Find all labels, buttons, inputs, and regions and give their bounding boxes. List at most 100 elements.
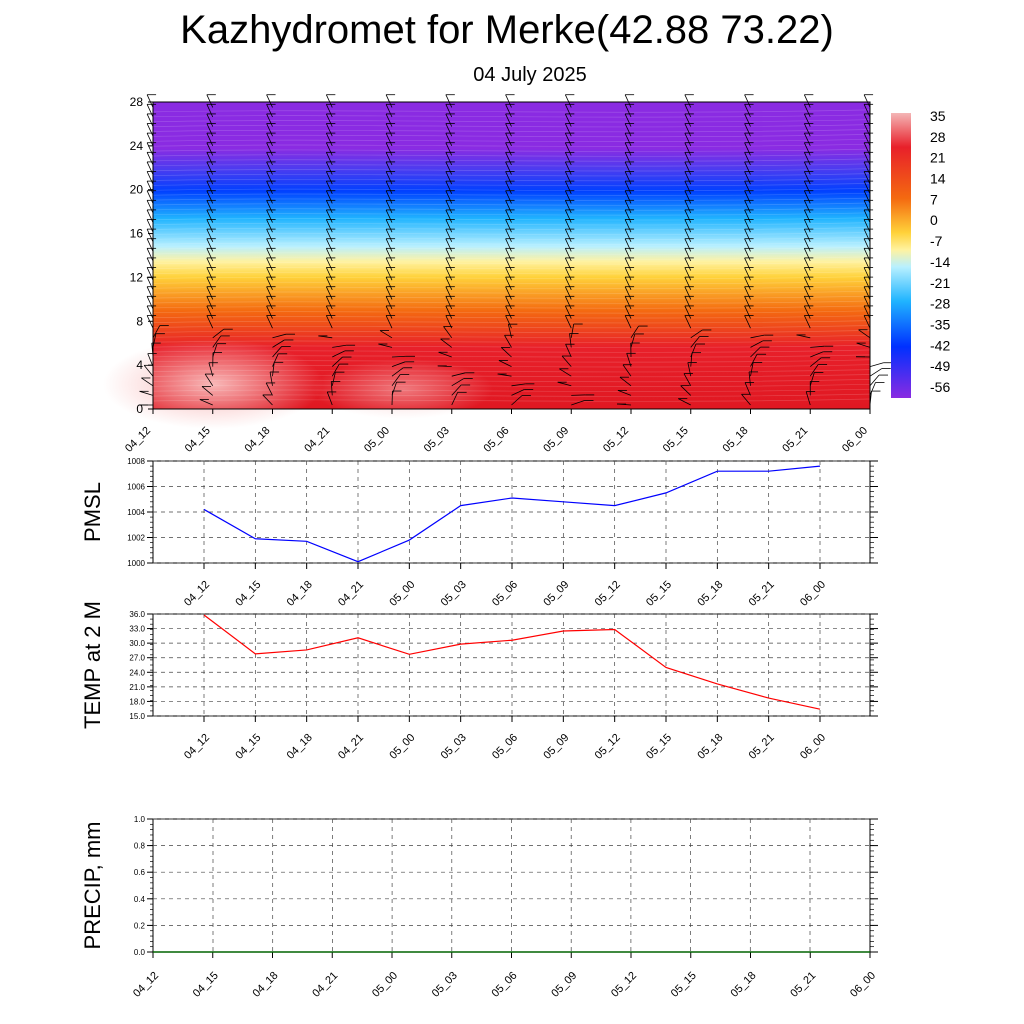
contour-line: [152, 124, 871, 128]
wind-barb: [445, 171, 453, 185]
wind-barb: [385, 315, 393, 329]
wind-barb: [505, 209, 512, 223]
wind-barb: [445, 200, 453, 214]
wind-barb: [146, 132, 154, 146]
contour-line: [152, 256, 871, 260]
wind-barb: [206, 113, 214, 127]
heatmap-y-tick-label: 24: [130, 139, 144, 153]
wind-barb: [266, 238, 273, 252]
heatmap-warm-zone: [313, 359, 493, 419]
wind-barb: [869, 368, 882, 377]
colorbar-label: -49: [930, 358, 950, 374]
wind-barb: [624, 161, 632, 175]
wind-barb: [266, 267, 273, 281]
wind-barb: [744, 315, 751, 329]
wind-barb: [325, 94, 333, 108]
heatmap-x-tick-label: 05_18: [721, 425, 751, 455]
contour-line: [152, 359, 871, 363]
wind-barb: [744, 123, 751, 137]
heatmap-x-tick-label: 05_12: [601, 425, 631, 455]
wind-barb: [565, 344, 572, 358]
x-tick-label: 05_15: [669, 970, 699, 1000]
contour-line: [152, 212, 871, 216]
wind-barb: [206, 104, 214, 118]
wind-barb: [206, 200, 214, 214]
wind-barb: [564, 200, 572, 214]
wind-barb: [445, 142, 453, 156]
wind-barb: [438, 351, 452, 358]
contour-line: [152, 168, 871, 172]
x-tick-label: 05_03: [439, 579, 469, 609]
wind-barb: [206, 180, 214, 194]
wind-barb: [863, 219, 871, 233]
wind-barb: [266, 305, 273, 319]
wind-barb: [803, 238, 811, 252]
y-tick-label: 1004: [127, 508, 145, 517]
wind-barb: [624, 104, 632, 118]
wind-barb: [445, 180, 453, 194]
wind-barb: [564, 315, 572, 329]
wind-barb: [505, 152, 512, 166]
wind-barb: [564, 123, 572, 137]
wind-barb: [146, 219, 154, 233]
heatmap-x-tick-label: 05_09: [541, 425, 571, 455]
wind-barb: [325, 267, 333, 281]
wind-barb: [266, 94, 273, 108]
wind-barb: [325, 286, 333, 300]
wind-barb: [505, 248, 512, 262]
wind-barb: [445, 267, 453, 281]
wind-barb: [863, 238, 871, 252]
wind-barb: [325, 132, 333, 146]
contour-line: [152, 153, 871, 157]
wind-barb: [863, 315, 871, 329]
wind-barb: [863, 161, 871, 175]
wind-barb: [684, 132, 692, 146]
wind-barb: [385, 305, 393, 319]
wind-barb: [325, 228, 333, 242]
wind-barb: [325, 315, 333, 329]
wind-barb: [266, 113, 273, 127]
wind-barb: [146, 257, 154, 271]
wind-barb: [863, 305, 871, 319]
wind-barb: [445, 113, 453, 127]
y-tick-label: 18.0: [129, 697, 145, 706]
contour-line: [152, 315, 871, 319]
wind-barb: [451, 392, 459, 406]
contour-line: [152, 114, 871, 118]
wind-barb: [564, 296, 572, 310]
x-tick-label: 05_00: [370, 970, 400, 1000]
wind-barb: [684, 305, 692, 319]
contour-line: [152, 129, 871, 133]
wind-barb: [445, 219, 453, 233]
wind-barb: [505, 104, 512, 118]
wind-barb: [744, 190, 751, 204]
wind-barb: [266, 152, 273, 166]
wind-barb: [803, 305, 811, 319]
wind-barb: [624, 132, 632, 146]
wind-barb: [206, 142, 214, 156]
wind-barb: [511, 389, 525, 396]
wind-barb: [378, 343, 393, 348]
wind-barb: [863, 200, 871, 214]
wind-barb: [564, 132, 572, 146]
wind-barb: [803, 228, 811, 242]
colorbar-label: -56: [930, 379, 950, 395]
contour-line: [152, 364, 871, 368]
contour-line: [152, 320, 871, 324]
wind-barb: [139, 390, 154, 396]
wind-barb: [325, 171, 333, 185]
wind-barb: [564, 171, 572, 185]
wind-barb: [624, 228, 632, 242]
wind-barb: [212, 343, 218, 358]
contour-line: [152, 236, 871, 240]
wind-barb: [266, 209, 273, 223]
heatmap-y-tick-label: 16: [130, 227, 144, 241]
wind-barb: [331, 363, 340, 377]
wind-barb: [498, 360, 512, 367]
wind-barb: [810, 345, 825, 348]
wind-barb: [146, 228, 154, 242]
wind-barb: [570, 323, 575, 338]
wind-barb: [266, 315, 273, 329]
y-tick-label: 0.2: [134, 921, 146, 930]
contour-line: [152, 178, 871, 182]
